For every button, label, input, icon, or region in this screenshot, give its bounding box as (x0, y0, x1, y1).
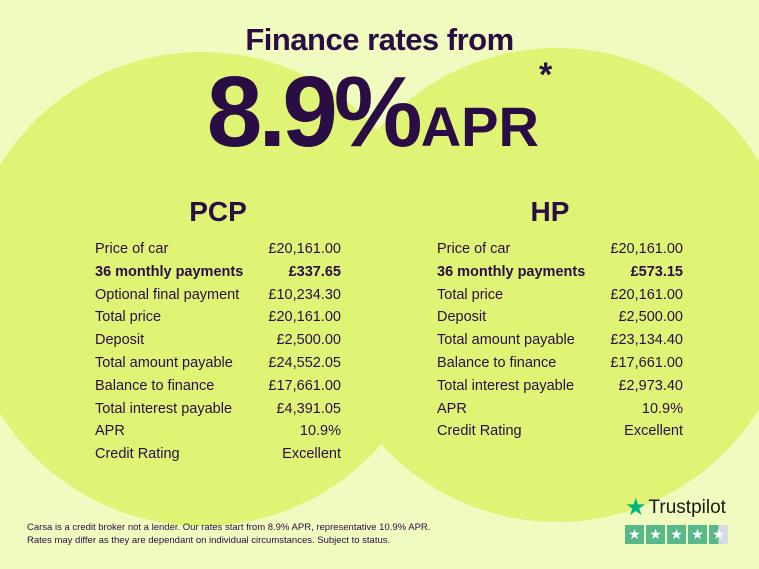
table-row: Price of car £20,161.00 (437, 238, 683, 261)
table-row: Total interest payable £4,391.05 (95, 398, 341, 421)
row-label: Credit Rating (95, 446, 180, 463)
table-row: Balance to finance £17,661.00 (95, 375, 341, 398)
row-value: £2,973.40 (618, 377, 683, 394)
row-value: £17,661.00 (268, 377, 341, 394)
row-value: £2,500.00 (276, 332, 341, 349)
table-row: Credit Rating Excellent (95, 443, 341, 466)
row-label: Total price (95, 309, 162, 326)
row-value: £20,161.00 (610, 286, 683, 303)
row-value: £4,391.05 (276, 400, 341, 417)
table-row: Total amount payable £24,552.05 (95, 352, 341, 375)
table-row: 36 monthly payments £573.15 (437, 261, 683, 284)
table-row: Total price £20,161.00 (95, 306, 341, 329)
right-circle-bg (320, 48, 759, 522)
row-label: Total interest payable (95, 400, 233, 417)
row-label: Deposit (95, 332, 145, 349)
table-row: APR 10.9% (95, 420, 341, 443)
row-label: Total amount payable (95, 354, 233, 371)
star-icon: ★ (667, 525, 686, 544)
rate-value: 8.9% (206, 56, 423, 168)
row-value: £17,661.00 (610, 354, 683, 371)
rate-display: 8.9%APR* (0, 56, 759, 162)
disclaimer-line-2: Rates may differ as they are dependant o… (27, 535, 391, 546)
disclaimer-line-1: Carsa is a credit broker not a lender. O… (27, 522, 431, 533)
row-value: £24,552.05 (268, 354, 341, 371)
row-value: £20,161.00 (610, 241, 683, 257)
row-label: Credit Rating (437, 423, 522, 440)
table-row: Credit Rating Excellent (437, 420, 683, 443)
row-value: 10.9% (299, 423, 341, 440)
table-row: Deposit £2,500.00 (95, 329, 341, 352)
table-row: Deposit £2,500.00 (437, 306, 683, 329)
pcp-heading: PCP (189, 196, 247, 227)
table-row: Total interest payable £2,973.40 (437, 375, 683, 398)
row-label: Deposit (437, 309, 487, 326)
apr-label: APR (420, 95, 539, 158)
trustpilot-badge: ★ Trustpilot ★ ★ ★ ★ ★ (625, 493, 728, 544)
star-icon: ★ (625, 525, 644, 544)
row-label: Balance to finance (95, 377, 215, 394)
row-label: Optional final payment (95, 286, 240, 303)
half-star-icon: ★ (709, 525, 728, 544)
headline: Finance rates from (245, 22, 514, 57)
table-row: Balance to finance £17,661.00 (437, 352, 683, 375)
table-row: 36 monthly payments £337.65 (95, 261, 341, 284)
row-value: £20,161.00 (268, 309, 341, 326)
row-value: £2,500.00 (618, 309, 683, 326)
row-label: 36 monthly payments (95, 263, 244, 280)
row-value: £573.15 (630, 263, 683, 280)
pcp-table: Price of car £20,161.00 36 monthly payment… (95, 238, 341, 466)
row-label: Total amount payable (437, 332, 575, 349)
row-value: £337.65 (288, 263, 341, 280)
row-label: Balance to finance (437, 354, 557, 371)
trustpilot-name: Trustpilot (648, 496, 726, 518)
row-value: Excellent (624, 423, 683, 440)
row-value: Excellent (282, 446, 341, 463)
table-row: Total amount payable £23,134.40 (437, 329, 683, 352)
table-row: Optional final payment £10,234.30 (95, 284, 341, 307)
row-label: Total interest payable (437, 377, 575, 394)
row-label: Price of car (437, 241, 511, 257)
table-row: Price of car £20,161.00 (95, 238, 341, 261)
trustpilot-star-icon: ★ (625, 494, 647, 521)
disclaimer: Carsa is a credit broker not a lender. O… (27, 521, 430, 547)
row-value: £10,234.30 (268, 286, 341, 303)
row-value: £23,134.40 (610, 332, 683, 349)
hp-table: Price of car £20,161.00 36 monthly payment… (437, 238, 683, 443)
row-label: 36 monthly payments (437, 263, 586, 280)
row-label: Price of car (95, 241, 169, 257)
star-icon: ★ (688, 525, 707, 544)
row-value: £20,161.00 (268, 241, 341, 257)
row-label: Total price (437, 286, 504, 303)
asterisk: * (538, 56, 553, 94)
hp-heading: HP (530, 196, 570, 227)
table-row: Total price £20,161.00 (437, 284, 683, 307)
star-icon: ★ (646, 525, 665, 544)
row-value: 10.9% (641, 400, 683, 417)
table-row: APR 10.9% (437, 398, 683, 421)
trustpilot-rating: ★ ★ ★ ★ ★ (625, 525, 728, 544)
row-label: APR (437, 400, 467, 417)
row-label: APR (95, 423, 125, 440)
